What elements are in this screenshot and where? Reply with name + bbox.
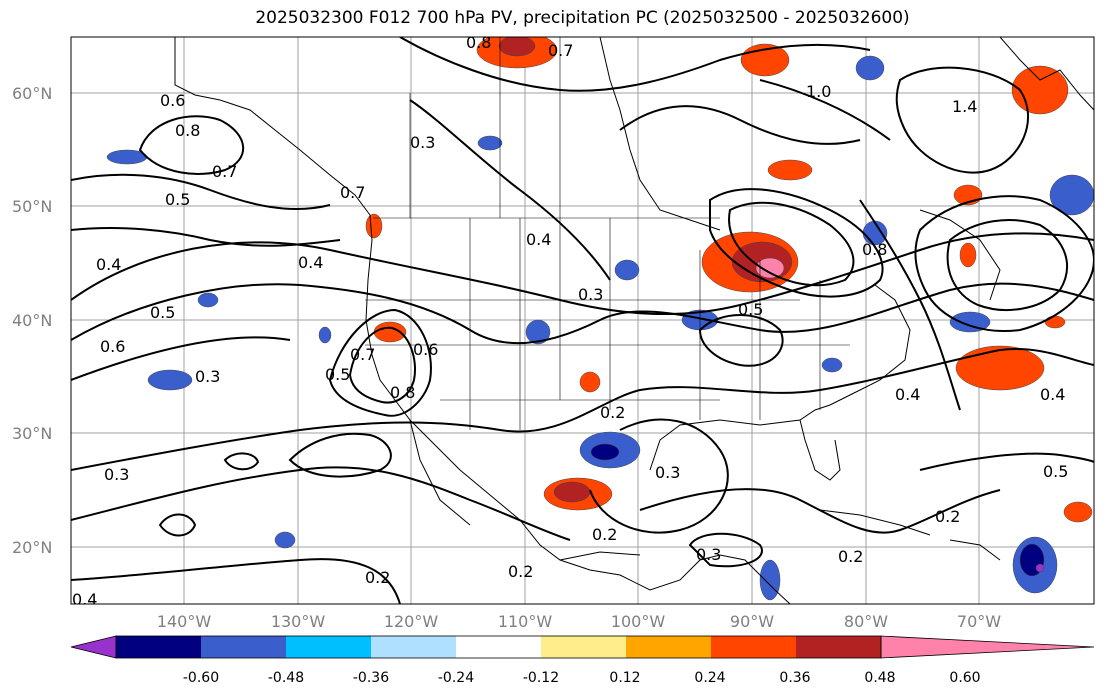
colorbar-extend-high xyxy=(880,635,1095,659)
contour-label: 0.2 xyxy=(600,403,625,422)
lat-tick-labels: 60°N 50°N 40°N 30°N 20°N xyxy=(12,84,52,557)
lon-tick-label: 100°W xyxy=(611,612,666,631)
contour-label: 0.6 xyxy=(413,340,438,359)
colorbar-swatch xyxy=(541,636,626,658)
contour-label: 0.3 xyxy=(104,465,129,484)
contour-label: 0.4 xyxy=(72,590,97,609)
lon-tick-label: 70°W xyxy=(957,612,1001,631)
contour-label: 0.2 xyxy=(592,525,617,544)
contour-label: 0.8 xyxy=(390,383,415,402)
contour-label: 0.4 xyxy=(96,255,121,274)
map-title: 2025032300 F012 700 hPa PV, precipitatio… xyxy=(255,8,910,28)
political-borders xyxy=(365,37,850,430)
lon-tick-label: 80°W xyxy=(844,612,888,631)
contour-label: 0.4 xyxy=(526,230,551,249)
contour-label: 0.4 xyxy=(1040,385,1065,404)
lat-tick-label: 30°N xyxy=(12,424,52,443)
contour-label: 0.3 xyxy=(578,285,603,304)
pv-contours xyxy=(71,37,1094,604)
lon-tick-label: 120°W xyxy=(384,612,439,631)
map-frame xyxy=(70,36,1095,605)
contour-label: 0.3 xyxy=(195,367,220,386)
contour-label: 0.5 xyxy=(325,365,350,384)
colorbar-tick-label: -0.24 xyxy=(438,670,474,686)
contour-label: 0.3 xyxy=(696,545,721,564)
contour-label: 0.5 xyxy=(1043,462,1068,481)
colorbar-tick-label: -0.36 xyxy=(353,670,389,686)
coastlines xyxy=(174,37,1094,604)
lon-tick-label: 90°W xyxy=(730,612,774,631)
contour-label: 0.5 xyxy=(738,300,763,319)
colorbar-tick-label: -0.48 xyxy=(268,670,304,686)
colorbar-tick-label: -0.60 xyxy=(183,670,219,686)
contour-label: 1.0 xyxy=(806,82,831,101)
contour-label: 0.2 xyxy=(508,562,533,581)
colorbar-outline xyxy=(115,635,882,659)
lat-tick-label: 20°N xyxy=(12,538,52,557)
colorbar-tick-label: 0.48 xyxy=(864,670,895,686)
precip-blob-atlantic xyxy=(955,345,1045,391)
colorbar-swatch xyxy=(626,636,711,658)
lon-tick-label: 110°W xyxy=(498,612,553,631)
colorbar-tick-label: 0.36 xyxy=(779,670,810,686)
colorbar-swatch xyxy=(286,636,371,658)
contour-label-group: 0.8 0.7 1.0 1.4 0.6 0.8 0.7 0.5 0.3 0.7 … xyxy=(72,33,1068,609)
colorbar-swatch xyxy=(116,636,201,658)
colorbar-tick-labels: -0.60 -0.48 -0.36 -0.24 -0.12 0.12 0.24 … xyxy=(183,670,981,686)
contour-label: 0.5 xyxy=(165,190,190,209)
lat-tick-label: 60°N xyxy=(12,84,52,103)
colorbar-extend-low xyxy=(70,635,117,659)
contour-label: 0.6 xyxy=(100,337,125,356)
contour-label: 0.4 xyxy=(298,253,323,272)
contour-label: 0.8 xyxy=(466,33,491,52)
contour-label: 0.7 xyxy=(212,162,237,181)
contour-label: 0.8 xyxy=(862,240,887,259)
contour-label: 0.2 xyxy=(838,547,863,566)
contour-label: 1.4 xyxy=(952,97,977,116)
contour-label: 0.7 xyxy=(350,345,375,364)
colorbar-swatch xyxy=(711,636,796,658)
contour-label: 0.5 xyxy=(150,303,175,322)
colorbar-tick-label: 0.24 xyxy=(694,670,725,686)
colorbar-swatch xyxy=(456,636,541,658)
contour-label: 0.7 xyxy=(548,41,573,60)
contour-label: 0.7 xyxy=(340,183,365,202)
lon-tick-label: 140°W xyxy=(157,612,212,631)
colorbar xyxy=(70,635,1095,659)
lon-tick-labels: 140°W 130°W 120°W 110°W 100°W 90°W 80°W … xyxy=(157,612,1001,631)
colorbar-swatch xyxy=(201,636,286,658)
colorbar-tick-label: 0.12 xyxy=(609,670,640,686)
precip-blob-midwest-peak xyxy=(755,257,785,279)
colorbar-tick-label: -0.12 xyxy=(523,670,559,686)
colorbar-tick-label: 0.60 xyxy=(949,670,980,686)
lat-tick-label: 40°N xyxy=(12,311,52,330)
contour-label: 0.3 xyxy=(410,133,435,152)
lon-tick-label: 130°W xyxy=(271,612,326,631)
precip-shading xyxy=(106,37,1094,601)
contour-label: 0.4 xyxy=(895,385,920,404)
contour-label: 0.8 xyxy=(175,121,200,140)
lat-tick-label: 50°N xyxy=(12,197,52,216)
contour-label: 0.2 xyxy=(935,507,960,526)
contour-label: 0.3 xyxy=(655,463,680,482)
contour-label: 0.6 xyxy=(160,91,185,110)
contour-label: 0.2 xyxy=(365,568,390,587)
colorbar-swatch xyxy=(796,636,881,658)
colorbar-swatch xyxy=(371,636,456,658)
gridlines xyxy=(71,37,1094,604)
